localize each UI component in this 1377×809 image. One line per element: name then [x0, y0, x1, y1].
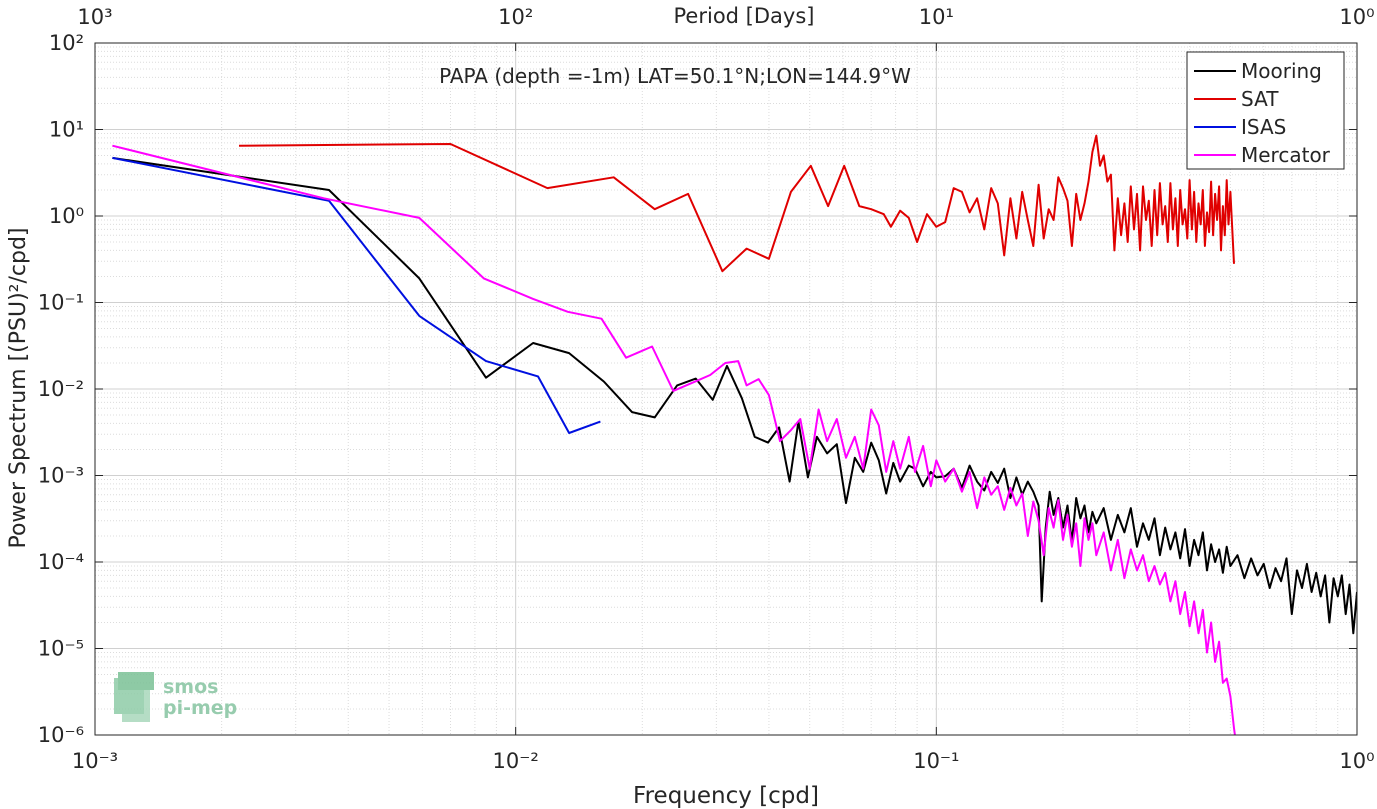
top-tick-label: 10⁰	[1339, 5, 1374, 29]
y-axis-label: Power Spectrum [(PSU)²/cpd]	[6, 227, 31, 548]
chart-title: PAPA (depth =-1m) LAT=50.1°N;LON=144.9°W	[439, 64, 911, 88]
legend-label-isas: ISAS	[1241, 115, 1286, 139]
logo-text-line2: pi-mep	[163, 697, 237, 719]
series-line-sat	[238, 134, 1235, 273]
y-tick-label: 10⁰	[49, 204, 84, 228]
y-tick-label: 10²	[49, 31, 84, 55]
logo-mark-front	[118, 672, 154, 690]
y-tick-label: 10⁻¹	[38, 291, 84, 315]
tick-marks	[94, 42, 1358, 736]
logo-text-line1: smos	[163, 676, 218, 698]
y-tick-label: 10⁻²	[38, 377, 84, 401]
legend-label-sat: SAT	[1241, 87, 1279, 111]
x-tick-label: 10⁻²	[493, 749, 539, 773]
y-tick-label: 10¹	[49, 118, 84, 142]
legend-label-mooring: Mooring	[1241, 59, 1322, 83]
x-tick-label: 10⁰	[1339, 749, 1374, 773]
y-tick-label: 10⁻⁶	[38, 723, 84, 747]
x-tick-label: 10⁻¹	[913, 749, 959, 773]
y-tick-label: 10⁻³	[38, 464, 84, 488]
series-layer	[112, 134, 1357, 735]
top-axis-label: Period [Days]	[674, 4, 815, 28]
x-tick-label: 10⁻³	[72, 749, 118, 773]
top-tick-label: 10²	[498, 5, 533, 29]
series-line-isas	[112, 156, 601, 434]
y-tick-label: 10⁻⁵	[38, 637, 84, 661]
y-tick-label: 10⁻⁴	[38, 550, 84, 574]
top-tick-label: 10³	[77, 5, 112, 29]
legend: Mooring SAT ISAS Mercator	[1186, 51, 1345, 170]
top-tick-label: 10¹	[919, 5, 954, 29]
series-line-mercator	[112, 144, 1236, 735]
x-axis-label: Frequency [cpd]	[633, 783, 819, 809]
legend-label-mercator: Mercator	[1241, 143, 1331, 167]
smos-pimep-logo: smos pi-mep	[114, 672, 237, 722]
